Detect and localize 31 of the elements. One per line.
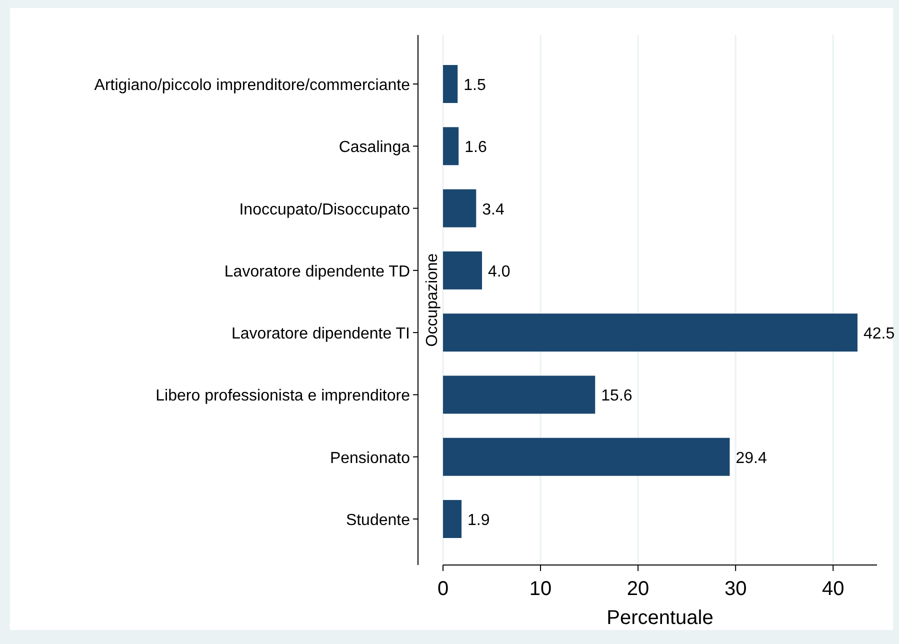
x-tick-label: 40 xyxy=(822,578,844,600)
data-label: 1.6 xyxy=(464,139,487,156)
bar xyxy=(443,65,458,103)
x-tick-label: 20 xyxy=(626,578,650,600)
x-tick-label: 10 xyxy=(529,578,552,600)
data-label: 3.4 xyxy=(482,201,505,218)
y-tick-label: Artigiano/piccolo imprenditore/commerciante xyxy=(94,77,410,94)
bar xyxy=(443,127,459,166)
x-axis-title: Percentuale xyxy=(606,607,714,629)
y-tick-label: Pensionato xyxy=(330,450,410,467)
bar xyxy=(443,251,482,290)
data-label: 1.5 xyxy=(464,77,486,94)
data-label: 4.0 xyxy=(488,263,510,280)
y-tick-label: Libero professionista e imprenditore xyxy=(156,388,410,405)
data-label: 15.6 xyxy=(601,388,632,405)
bar xyxy=(443,500,462,538)
y-tick-label: Lavoratore dipendente TI xyxy=(232,326,410,343)
y-tick-label: Casalinga xyxy=(338,139,410,156)
bar xyxy=(443,376,596,414)
x-tick-label: 30 xyxy=(724,578,747,600)
bar xyxy=(443,189,476,228)
y-tick-label: Inoccupato/Disoccupato xyxy=(239,201,410,218)
y-tick-label: Studente xyxy=(346,512,410,529)
bar xyxy=(443,314,858,352)
data-label: 42.5 xyxy=(863,326,895,343)
y-tick-label: Lavoratore dipendente TD xyxy=(224,263,410,280)
y-axis-title: Occupazione xyxy=(424,253,441,347)
bar xyxy=(443,438,730,476)
x-tick-label: 0 xyxy=(437,578,449,600)
data-label: 1.9 xyxy=(468,512,490,529)
data-label: 29.4 xyxy=(736,450,767,467)
